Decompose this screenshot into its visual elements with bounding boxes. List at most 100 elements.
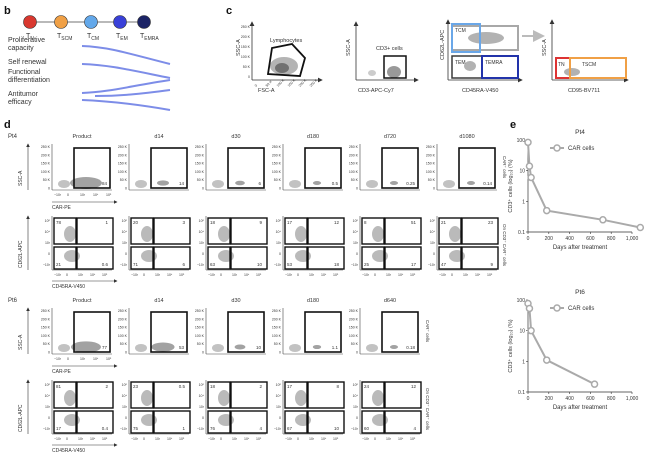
scatter-xtick: 10⁵ [106,193,112,197]
quadrant-gate [384,246,422,270]
quadrant-value-br: 10 [257,262,263,267]
scatter-ytick: 250 K [426,145,436,149]
quadrant-plot: 20 3 71 6 10⁵ 10⁴ 10³ 0 −10³ −10³ 0 10³ 10⁴ 10⁵ [120,216,191,277]
quad-ytick: 10⁴ [430,230,436,234]
car-scatter-plot: 14 250 K 200 K 150 K 100 K 50 K 0 [118,144,189,191]
x-tick-label: 400 [565,236,574,242]
scatter-ytick: 100 K [41,334,51,338]
scatter-ytick: 0 [433,187,435,191]
quadrant-value-tr: 23 [488,220,494,225]
quad-xtick: 10³ [78,273,84,277]
panel-label-e: e [510,119,516,131]
scatter-ytick: 150 K [349,326,359,330]
y-tick-label: 1 [522,199,525,205]
scatter-ytick: 50 K [197,178,205,182]
quadrant-plot: 18 2 76 4 10⁵ 10⁴ 10³ 0 −10³ −10³ 0 10³ 10⁴ 10⁵ [197,380,268,441]
y-tick-label: 100 [517,298,526,304]
quad-ytick: 10⁴ [45,394,51,398]
quadrant-gate [230,246,268,270]
quadrant-value-tr: 0.5 [179,384,186,389]
quadrant-value-tr: 8 [336,384,339,389]
quad-ytick: 0 [356,252,358,256]
car-gate [304,311,342,353]
quadrant-gate [76,217,114,245]
scatter-ytick: 250 K [349,145,359,149]
quad-ytick: 10³ [199,405,205,409]
scatter-xtick: 10³ [80,193,86,197]
c-plot-naive: SSC-A CD95-BV711 TN TSCM [542,19,629,94]
cell-label: TEM [116,33,128,42]
car-scatter-plot: 1.1 250 K 200 K 150 K 100 K 50 K 0 [272,308,343,355]
quad-xtick: 10⁵ [179,437,185,441]
scatter-ytick: 150 K [118,326,128,330]
quad-ytick: 10⁵ [199,383,205,387]
cell-cm: TCM [84,15,99,42]
quad-ytick: −10³ [197,263,205,267]
gate-tscm [569,57,627,79]
y-axis-label: CD3⁺ cells (log₁₀) (%) [507,319,514,372]
side-label-car: CAR⁺ cells [502,156,507,179]
y-tick-label: 1 [522,359,525,365]
c4-ylabel: SSC-A [542,39,548,56]
scatter-ytick: 100 K [118,334,128,338]
side-label-car: CAR⁺ cells [425,320,430,343]
quadrant-value-tr: 51 [411,220,417,225]
quad-xtick: 10³ [386,437,392,441]
quad-xtick: −10³ [131,273,139,277]
curve-proliferative-capacity [81,45,171,65]
quadrant-gate [384,410,422,434]
y-tick-label: 100 [517,138,526,144]
scatter-ytick: 50 K [428,178,436,182]
scatter-ytick: 0 [125,187,127,191]
scatter-ytick: 100 K [426,170,436,174]
legend-marker [553,304,561,312]
quadrant-value-tl: 23 [133,384,139,389]
y-tick-label: 0.1 [518,230,525,236]
c4-gate-tn: TN [558,62,565,68]
car-percent: 77 [102,345,108,350]
car-scatter-plot: 0.25 250 K 200 K 150 K 100 K 50 K 0 [349,144,420,191]
quad-xtick: 0 [374,437,376,441]
quad-xtick: −10³ [439,273,447,277]
quad-xtick: 10⁴ [167,437,173,441]
scatter-xtick: −10³ [54,193,62,197]
quadrant-value-tl: 18 [210,220,216,225]
scatter-ytick: 0 [48,351,50,355]
timepoint-label: Product [73,298,92,304]
quad-xtick: 10⁴ [321,437,327,441]
scatter-ytick: 150 K [349,162,359,166]
car-percent: 84 [102,181,108,186]
quadrant-value-br: 4 [413,426,416,431]
car-gate [381,311,419,353]
quadrant-gate [76,410,114,434]
car-scatter-plot: 6 250 K 200 K 150 K 100 K 50 K 0 [195,144,266,191]
quad-xtick: 10³ [78,437,84,441]
car-percent: 14 [179,181,185,186]
quad-ytick: 0 [202,252,204,256]
quad-ytick: 10⁵ [122,383,128,387]
x-tick-label: 200 [545,236,554,242]
x-tick-label: 1,000 [626,236,639,242]
scatter-ytick: 50 K [43,342,51,346]
quad-xtick: 10³ [232,437,238,441]
quadrant-gate [130,246,154,270]
quadrant-gate [130,217,154,245]
x-axis-label: Days after treatment [553,245,608,251]
scatter-ytick: 250 K [41,145,51,149]
lymphocyte-gate [266,43,307,77]
quad-ytick: 10⁵ [353,219,359,223]
scatter-xlabel: CAR-PE [52,369,72,375]
c1-xtick: 0 [254,83,258,87]
timepoint-label: d14 [154,134,163,140]
scatter-ytick: 250 K [195,309,205,313]
quad-ytick: −10³ [274,427,282,431]
quadrant-gate [207,410,231,434]
quadrant-value-bl: 25 [364,262,370,267]
quad-xtick: 10³ [155,273,161,277]
scatter-ytick: 50 K [120,178,128,182]
c1-ytick: 150 K [241,45,251,49]
quadrant-plot: 24 12 60 4 10⁵ 10⁴ 10³ 0 −10³ −10³ 0 10³ 10⁴ 10⁵ [351,380,422,441]
quad-ytick: −10³ [428,263,436,267]
data-point [527,326,535,335]
curve-functional-differentiation-2 [94,89,171,97]
